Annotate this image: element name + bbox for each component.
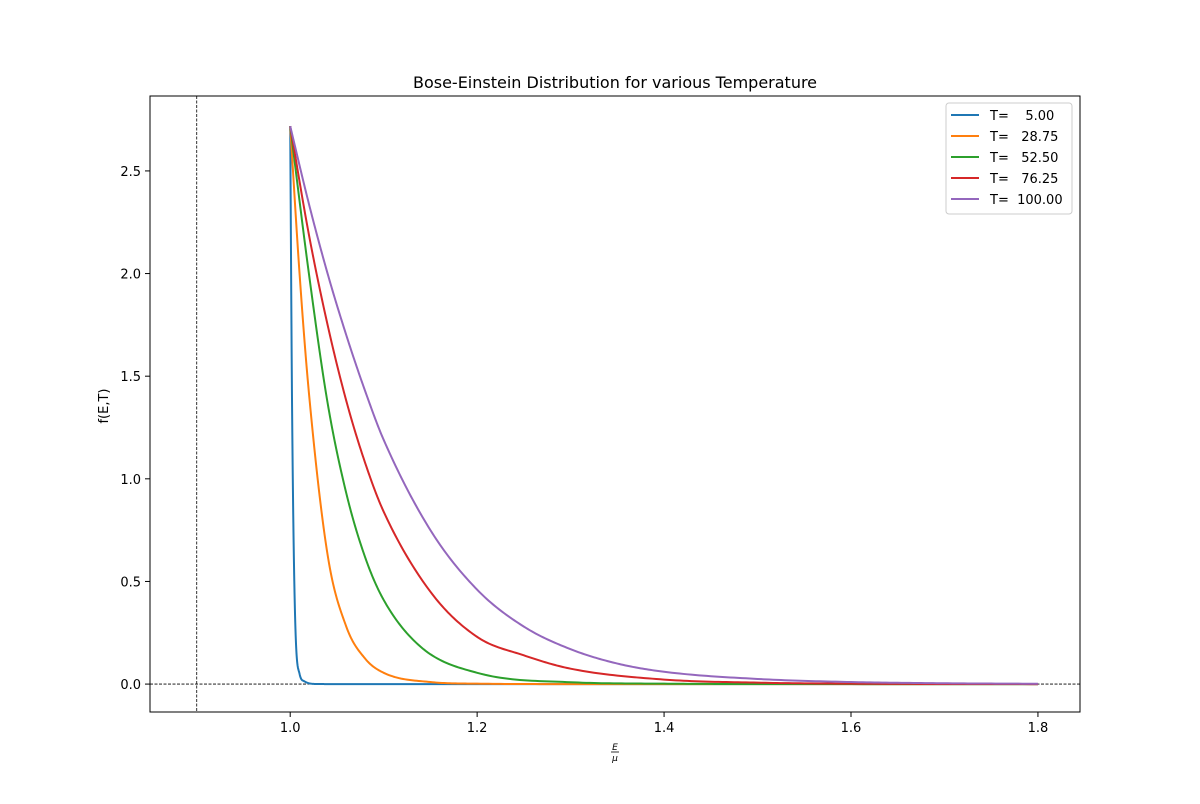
legend-label-1: T= 5.00 bbox=[989, 109, 1054, 124]
x-tick-label: 1.2 bbox=[467, 721, 488, 736]
x-axis-label: E μ bbox=[611, 743, 619, 764]
x-tick-label: 1.4 bbox=[654, 721, 675, 736]
y-tick-label: 0.5 bbox=[120, 575, 141, 590]
chart-title: Bose-Einstein Distribution for various T… bbox=[413, 73, 817, 92]
legend-label-3: T= 52.50 bbox=[989, 151, 1058, 166]
legend-label-4: T= 76.25 bbox=[989, 172, 1058, 187]
x-tick-label: 1.0 bbox=[280, 721, 301, 736]
y-tick-label: 0.0 bbox=[120, 678, 141, 693]
y-tick-label: 1.0 bbox=[120, 473, 141, 488]
x-tick-label: 1.8 bbox=[1028, 721, 1049, 736]
legend: T= 5.00 T= 28.75 T= 52.50 T= 76.25 T= 100.00 bbox=[945, 102, 1073, 215]
y-tick-label: 2.5 bbox=[120, 165, 141, 180]
y-tick-label: 2.0 bbox=[120, 268, 141, 283]
legend-box bbox=[945, 102, 1073, 215]
series-line-1 bbox=[289, 126, 1038, 686]
x-axis-label-numerator: E bbox=[612, 743, 618, 753]
series-line-2 bbox=[289, 126, 1038, 686]
series-line-3 bbox=[289, 126, 1038, 686]
axes-frame bbox=[149, 95, 1081, 713]
y-tick-label: 1.5 bbox=[120, 370, 141, 385]
series-line-5 bbox=[289, 125, 1038, 685]
x-axis-label-denominator: μ bbox=[611, 754, 618, 764]
plot-area: 1.0 1.2 1.4 1.6 1.8 0.0 0.5 1.0 1.5 2.0 2.5 bbox=[120, 95, 1081, 736]
series-line-4 bbox=[289, 126, 1038, 686]
legend-label-2: T= 28.75 bbox=[989, 130, 1058, 145]
x-tick-label: 1.6 bbox=[841, 721, 862, 736]
legend-label-5: T= 100.00 bbox=[989, 193, 1063, 208]
y-axis-label: f(E,T) bbox=[97, 388, 112, 423]
